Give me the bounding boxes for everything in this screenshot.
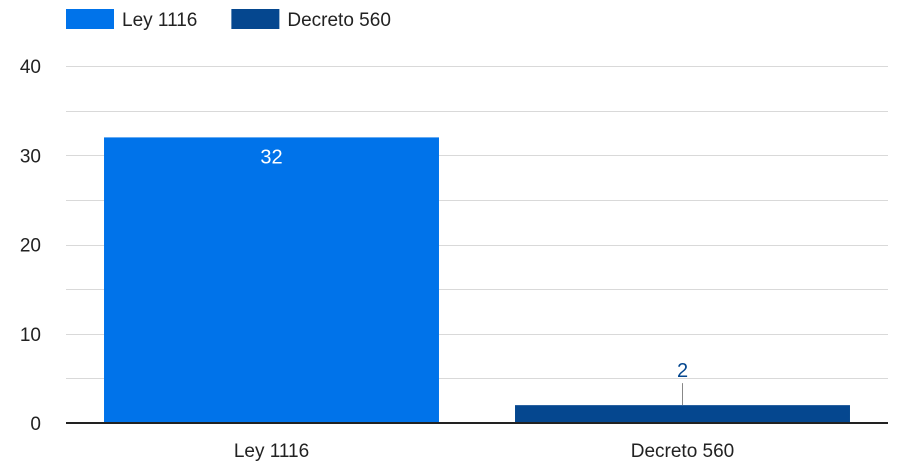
- y-tick-label: 10: [20, 325, 41, 346]
- x-tick-label: Decreto 560: [631, 441, 735, 462]
- data-label: 32: [260, 146, 282, 168]
- bars: 32 2: [104, 137, 850, 423]
- legend-label: Decreto 560: [287, 10, 391, 31]
- bar: [515, 405, 850, 423]
- x-tick-label: Ley 1116: [234, 441, 309, 462]
- legend: Ley 1116 Decreto 560: [66, 9, 391, 31]
- legend-swatch: [66, 9, 114, 29]
- legend-label: Ley 1116: [122, 10, 197, 31]
- y-tick-label: 20: [20, 236, 41, 257]
- x-axis: Ley 1116 Decreto 560: [66, 422, 888, 462]
- y-tick-label: 30: [20, 146, 41, 167]
- legend-item: Ley 1116: [66, 9, 197, 31]
- y-tick-label: 0: [30, 414, 41, 435]
- y-axis: 0 10 20 30 40: [20, 57, 41, 435]
- legend-swatch: [231, 9, 280, 29]
- y-tick-label: 40: [20, 57, 41, 78]
- data-label: 2: [677, 360, 688, 382]
- legend-item: Decreto 560: [231, 9, 391, 31]
- bar: [104, 137, 439, 423]
